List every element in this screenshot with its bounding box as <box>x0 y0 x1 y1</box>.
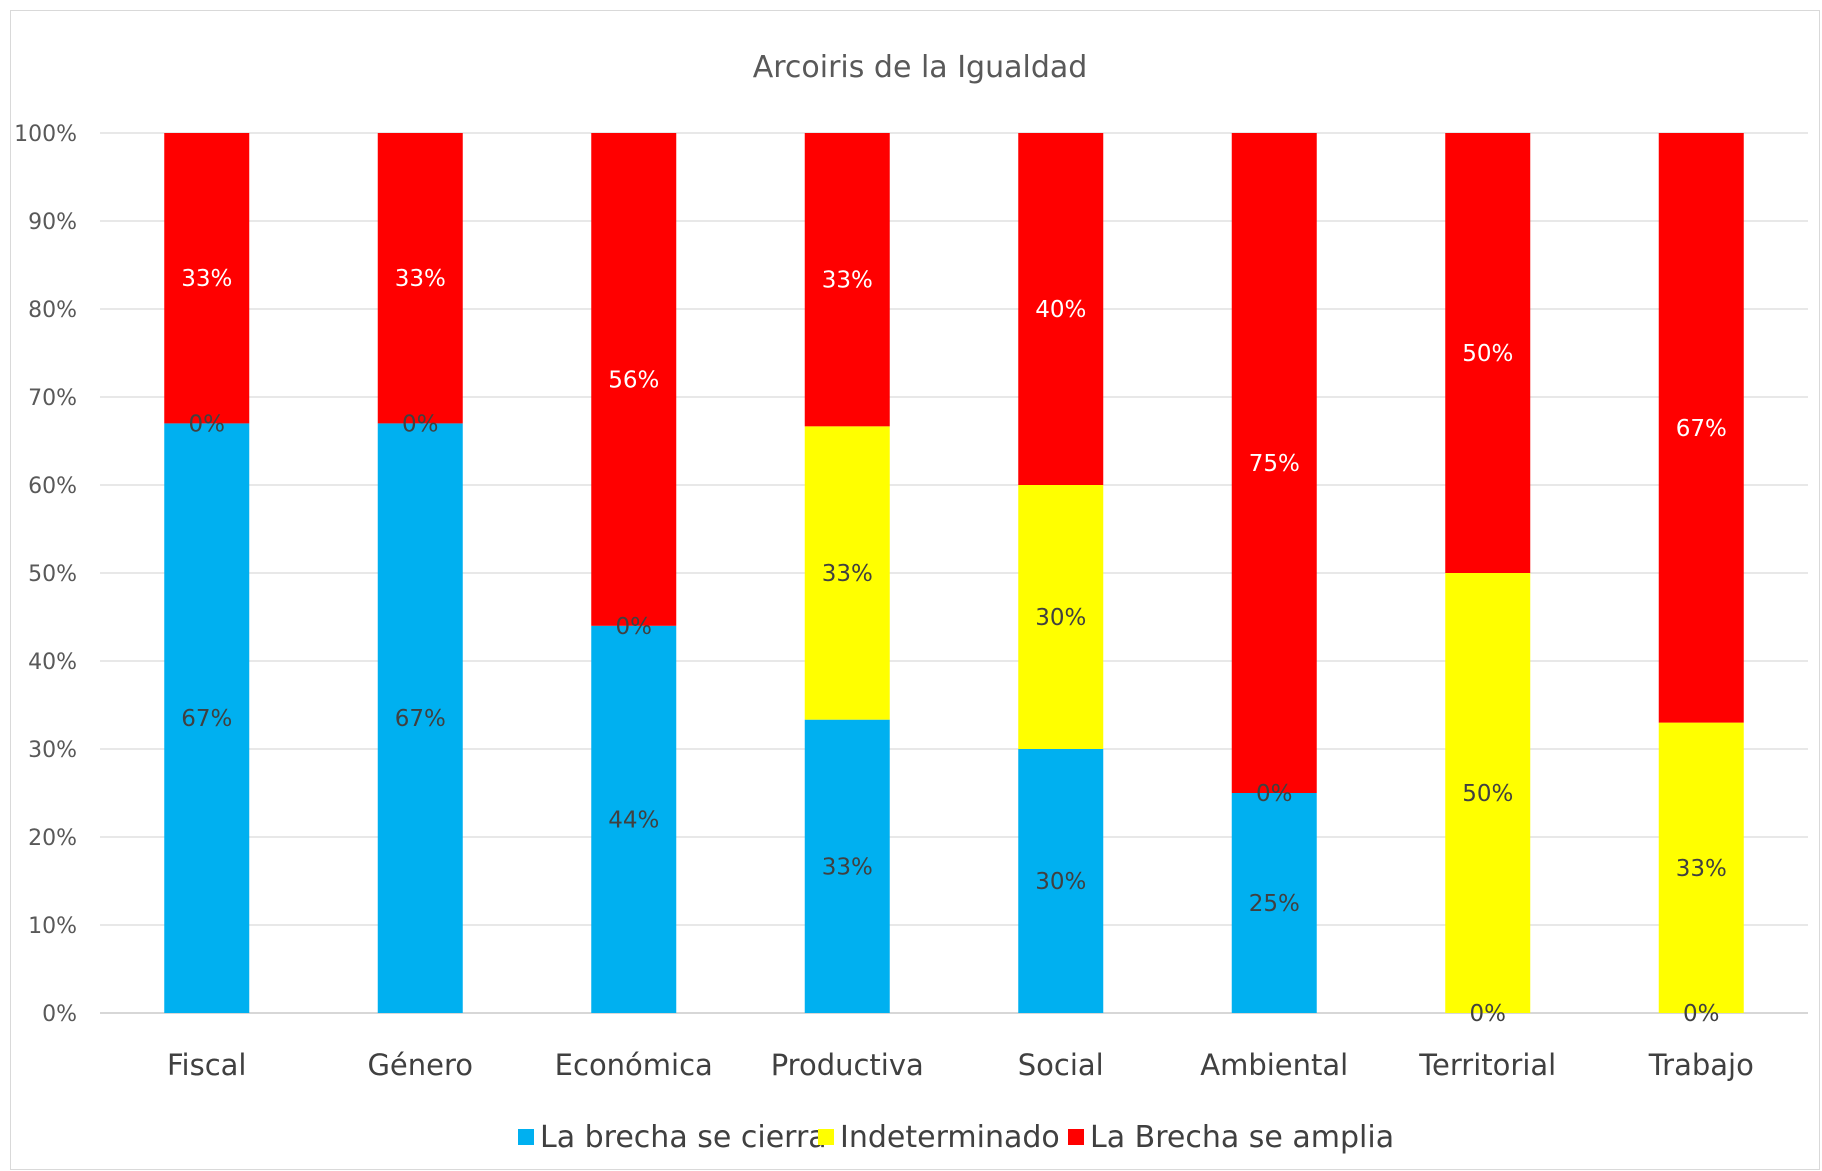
bar-segment <box>1231 793 1317 1013</box>
data-label: 0% <box>1256 781 1293 807</box>
data-label: 67% <box>181 706 232 732</box>
y-tick-label: 30% <box>28 738 77 763</box>
x-category-label: Territorial <box>1418 1048 1556 1082</box>
x-category-label: Productiva <box>771 1048 924 1082</box>
bar-segment <box>591 625 677 1013</box>
y-tick-label: 20% <box>28 826 77 851</box>
legend-label: La Brecha se amplia <box>1090 1120 1394 1155</box>
data-label: 75% <box>1249 451 1300 477</box>
data-label: 40% <box>1035 297 1086 323</box>
y-tick-label: 0% <box>42 1002 77 1027</box>
bar-segment <box>591 133 677 626</box>
data-label: 33% <box>822 854 873 880</box>
bar-segment <box>804 426 890 720</box>
data-label: 0% <box>1683 1001 1720 1027</box>
data-label: 33% <box>181 266 232 292</box>
bar-segment <box>804 719 890 1013</box>
chart-title: Arcoiris de la Igualdad <box>753 50 1088 85</box>
legend-label: Indeterminado <box>840 1120 1060 1155</box>
data-label: 25% <box>1249 891 1300 917</box>
data-label: 33% <box>822 268 873 294</box>
x-category-label: Económica <box>555 1048 713 1082</box>
y-tick-label: 100% <box>14 122 77 147</box>
data-label: 67% <box>395 706 446 732</box>
data-label: 0% <box>402 411 439 437</box>
gridlines <box>100 132 1808 1014</box>
bar-segment <box>1445 573 1531 1013</box>
data-label: 50% <box>1462 341 1513 367</box>
bar-segment <box>1018 749 1104 1013</box>
data-label: 33% <box>822 561 873 587</box>
bar-segment <box>1658 133 1744 723</box>
y-axis-tick-labels: 0% 10% 20% 30% 40% 50% 60% 70% 80% 90% 100% <box>14 122 77 1027</box>
legend-swatch <box>1068 1129 1084 1145</box>
data-label: 0% <box>616 614 653 640</box>
y-tick-label: 50% <box>28 562 77 587</box>
y-tick-label: 40% <box>28 650 77 675</box>
data-label: 56% <box>608 367 659 393</box>
bar-segment <box>804 133 890 427</box>
legend-swatch <box>818 1129 834 1145</box>
bar-segment <box>164 133 250 424</box>
legend-swatch <box>518 1129 534 1145</box>
bar-segment <box>1018 485 1104 749</box>
data-label: 44% <box>608 807 659 833</box>
x-axis-category-labels: Fiscal Género Económica Productiva Social Amb… <box>167 1048 1754 1082</box>
legend: La brecha se cierra Indeterminado La Brech… <box>518 1120 1394 1155</box>
y-tick-label: 80% <box>28 298 77 323</box>
data-label: 67% <box>1676 416 1727 442</box>
y-tick-label: 70% <box>28 386 77 411</box>
legend-label: La brecha se cierra <box>540 1120 827 1155</box>
bar-segment <box>1231 133 1317 793</box>
x-category-label: Social <box>1018 1048 1104 1082</box>
bar-segment <box>377 423 463 1013</box>
bar-segment <box>377 133 463 424</box>
bar-segment <box>164 423 250 1013</box>
data-label: 30% <box>1035 869 1086 895</box>
x-category-label: Fiscal <box>167 1048 247 1082</box>
data-label: 0% <box>189 411 226 437</box>
data-labels: 67% 0% 33% 67% 0% 33% 44% 0% 56% 33% 33% 33% 30% 30% 4… <box>181 266 1727 1027</box>
bar-segment <box>1658 722 1744 1013</box>
data-label: 33% <box>395 266 446 292</box>
x-category-label: Ambiental <box>1200 1048 1348 1082</box>
data-label: 33% <box>1676 856 1727 882</box>
data-label: 0% <box>1470 1001 1507 1027</box>
y-tick-label: 10% <box>28 914 77 939</box>
y-tick-label: 90% <box>28 210 77 235</box>
bar-segment <box>1018 133 1104 485</box>
data-label: 50% <box>1462 781 1513 807</box>
bars <box>164 133 1744 1013</box>
bar-segment <box>1445 133 1531 573</box>
x-category-label: Género <box>367 1048 473 1082</box>
y-tick-label: 60% <box>28 474 77 499</box>
data-label: 30% <box>1035 605 1086 631</box>
x-category-label: Trabajo <box>1648 1048 1754 1082</box>
